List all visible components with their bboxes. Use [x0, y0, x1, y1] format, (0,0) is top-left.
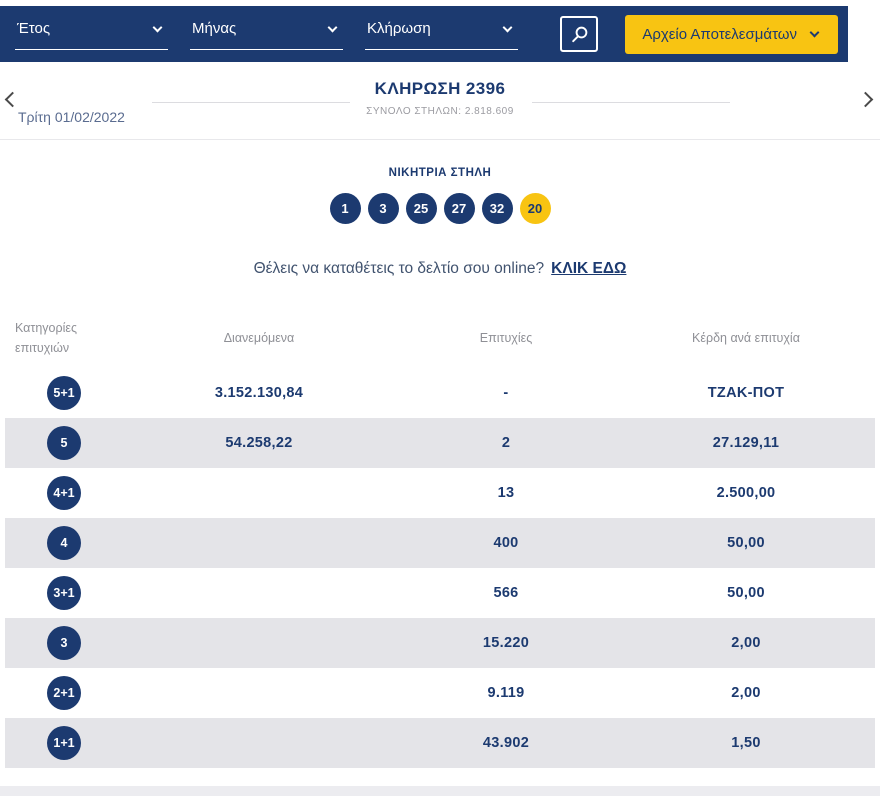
chevron-down-icon [502, 22, 513, 33]
winning-number-ball: 1 [329, 193, 361, 224]
results-table-header: Κατηγορίες επιτυχιών Διανεμόμενα Επιτυχί… [5, 308, 875, 368]
search-button[interactable] [560, 16, 598, 52]
wins-cell: 566 [493, 585, 519, 601]
prize-cell: 27.129,11 [712, 435, 780, 451]
prev-draw-button[interactable] [7, 94, 18, 105]
draw-title: ΚΛΗΡΩΣΗ 2396 [374, 79, 506, 98]
prize-cell: 50,00 [727, 585, 765, 601]
category-ball: 4+1 [47, 476, 81, 510]
winning-numbers: 1 3 25 27 32 20 [0, 193, 880, 224]
prize-cell: 50,00 [727, 535, 765, 551]
draw-filter-dropdown[interactable]: Κλήρωση [365, 18, 518, 50]
distributed-cell: 54.258,22 [225, 435, 293, 451]
table-row: 5+1 3.152.130,84 - ΤΖΑΚ-ΠΟΤ [5, 368, 875, 418]
category-ball: 2+1 [47, 676, 81, 710]
category-cell: 3 [5, 626, 123, 660]
wins-cell: 9.119 [487, 685, 525, 701]
next-draw-button[interactable] [860, 94, 871, 105]
category-ball: 3+1 [47, 576, 81, 610]
chevron-down-icon [152, 22, 163, 33]
wins-cell: 43.902 [482, 735, 530, 751]
results-table: Κατηγορίες επιτυχιών Διανεμόμενα Επιτυχί… [5, 308, 875, 768]
category-cell: 2+1 [5, 676, 123, 710]
total-columns-label: ΣΥΝΟΛΟ ΣΤΗΛΩΝ: 2.818.609 [366, 106, 514, 117]
prize-cell: 2,00 [731, 635, 761, 651]
wins-cell: 15.220 [482, 635, 530, 651]
category-cell: 5+1 [5, 376, 123, 410]
divider-line [532, 102, 730, 103]
category-cell: 5 [5, 426, 123, 460]
results-table-body: 5+1 3.152.130,84 - ΤΖΑΚ-ΠΟΤ 5 54.258,22 … [5, 368, 875, 768]
prize-cell: 1,50 [731, 735, 761, 751]
chevron-down-icon [327, 22, 338, 33]
footer-divider [0, 786, 880, 796]
prize-cell: 2.500,00 [716, 485, 776, 501]
table-row: 4 400 50,00 [5, 518, 875, 568]
winning-column-label: ΝΙΚΗΤΡΙΑ ΣΤΗΛΗ [388, 167, 492, 179]
month-filter-label: Μήνας [192, 20, 237, 37]
year-filter-label: Έτος [17, 20, 51, 37]
winning-number-ball: 25 [405, 193, 437, 224]
category-cell: 4+1 [5, 476, 123, 510]
wins-cell: 13 [497, 485, 515, 501]
filter-bar: Έτος Μήνας Κλήρωση Αρχείο Αποτελεσμάτων [0, 6, 848, 62]
table-row: 4+1 13 2.500,00 [5, 468, 875, 518]
results-archive-button[interactable]: Αρχείο Αποτελεσμάτων [625, 14, 838, 54]
column-header-wins: Επιτυχίες [479, 331, 533, 345]
winning-number-ball: 32 [481, 193, 513, 224]
cta-text: Θέλεις να καταθέτεις το δελτίο σου onlin… [253, 260, 545, 277]
category-cell: 1+1 [5, 726, 123, 760]
draw-filter-label: Κλήρωση [367, 20, 431, 37]
column-header-categories: Κατηγορίες επιτυχιών [15, 321, 77, 355]
category-cell: 4 [5, 526, 123, 560]
wins-cell: 2 [501, 435, 511, 451]
month-filter-dropdown[interactable]: Μήνας [190, 18, 343, 50]
search-icon [571, 26, 587, 42]
column-header-distributed: Διανεμόμενα [223, 331, 295, 345]
prize-cell: ΤΖΑΚ-ΠΟΤ [707, 385, 785, 401]
table-row: 2+1 9.119 2,00 [5, 668, 875, 718]
wins-cell: 400 [493, 535, 519, 551]
table-row: 3+1 566 50,00 [5, 568, 875, 618]
wins-cell: - [503, 385, 509, 401]
prize-cell: 2,00 [731, 685, 761, 701]
table-row: 3 15.220 2,00 [5, 618, 875, 668]
column-header-prize: Κέρδη ανά επιτυχία [692, 331, 800, 345]
joker-number-ball: 20 [519, 193, 551, 224]
chevron-down-icon [809, 27, 820, 38]
divider-line [152, 102, 350, 103]
category-ball: 3 [47, 626, 81, 660]
category-ball: 5+1 [47, 376, 81, 410]
archive-button-label: Αρχείο Αποτελεσμάτων [642, 25, 797, 43]
winning-number-ball: 27 [443, 193, 475, 224]
category-ball: 4 [47, 526, 81, 560]
winning-number-ball: 3 [367, 193, 399, 224]
table-row: 5 54.258,22 2 27.129,11 [5, 418, 875, 468]
year-filter-dropdown[interactable]: Έτος [15, 18, 168, 50]
category-ball: 1+1 [47, 726, 81, 760]
category-ball: 5 [47, 426, 81, 460]
distributed-cell: 3.152.130,84 [214, 385, 304, 401]
draw-header: ΚΛΗΡΩΣΗ 2396 ΣΥΝΟΛΟ ΣΤΗΛΩΝ: 2.818.609 Τρ… [0, 62, 880, 140]
table-row: 1+1 43.902 1,50 [5, 718, 875, 768]
draw-date: Τρίτη 01/02/2022 [18, 109, 125, 125]
cta: Θέλεις να καταθέτεις το δελτίο σου onlin… [0, 260, 880, 278]
cta-link[interactable]: ΚΛΙΚ ΕΔΩ [551, 260, 627, 277]
category-cell: 3+1 [5, 576, 123, 610]
